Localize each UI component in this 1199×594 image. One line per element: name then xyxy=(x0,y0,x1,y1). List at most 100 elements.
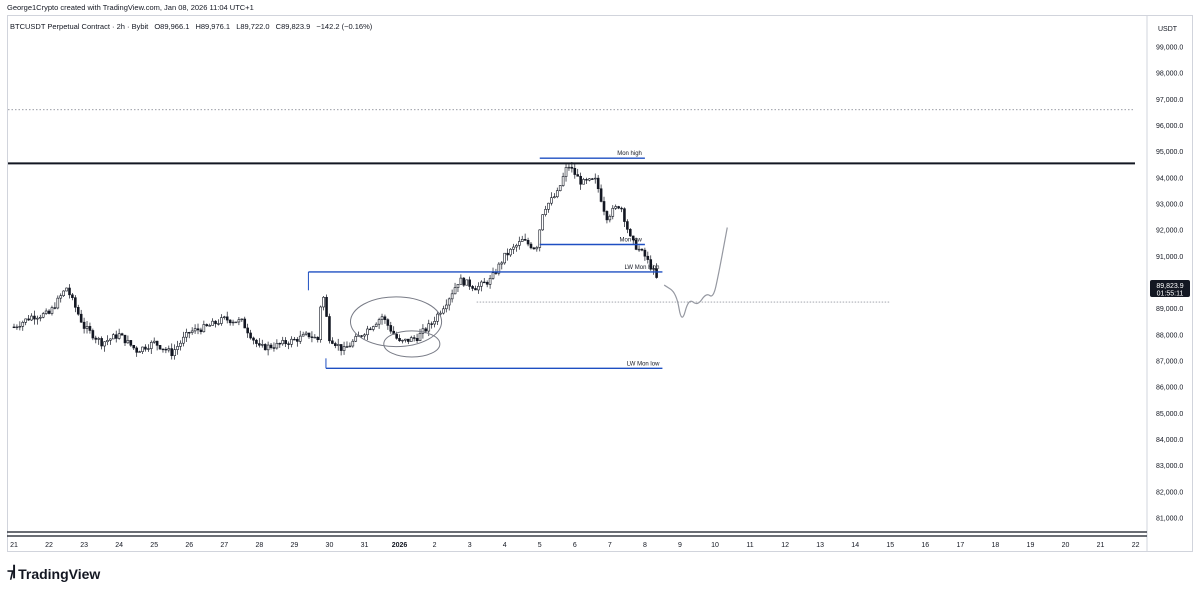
candle-body xyxy=(506,252,509,256)
candle-body xyxy=(535,247,539,250)
candle-body xyxy=(74,297,77,308)
candle-body xyxy=(485,282,489,285)
candle-body xyxy=(512,246,515,250)
candle-body xyxy=(488,278,492,285)
candle-body xyxy=(199,329,203,333)
candle-body xyxy=(351,340,355,347)
ohlc-high: H89,976.1 xyxy=(195,22,231,31)
candle-body xyxy=(558,185,562,191)
candle-body xyxy=(275,342,279,349)
price-tick-label: 89,000.0 xyxy=(1156,306,1183,313)
drawings xyxy=(349,227,728,358)
candle-body xyxy=(44,310,48,314)
candle-body xyxy=(620,207,623,210)
candle-body xyxy=(626,221,629,230)
price-axis-currency: USDT xyxy=(1158,26,1178,33)
price-tick-label: 93,000.0 xyxy=(1156,201,1183,208)
candle-body xyxy=(631,235,635,241)
candle-body xyxy=(564,167,568,177)
candle-body xyxy=(170,348,174,356)
candle-body xyxy=(459,277,463,285)
candle-body xyxy=(240,318,244,321)
candle-body xyxy=(450,293,454,300)
time-tick-label: 16 xyxy=(921,542,929,549)
price-tick-label: 85,000.0 xyxy=(1156,411,1183,418)
tradingview-logo[interactable]: ⁊ꟾ TradingView xyxy=(7,565,100,582)
time-tick-label: 30 xyxy=(326,542,334,549)
candle-body xyxy=(185,332,188,338)
time-tick-label: 17 xyxy=(956,542,964,549)
axes: USDT 81,000.0 82,000.0 83,000.0 84,000.0 85,0… xyxy=(7,15,1190,552)
candle-body xyxy=(138,351,141,353)
price-tick-label: 98,000.0 xyxy=(1156,71,1183,78)
candle-body xyxy=(38,316,42,319)
candle-body xyxy=(424,328,428,332)
candle-body xyxy=(158,345,162,350)
price-tick-label: 87,000.0 xyxy=(1156,358,1183,365)
candle-body xyxy=(56,297,60,309)
candle-body xyxy=(310,336,314,338)
candle-body xyxy=(33,315,36,320)
level-label: LW Mon low xyxy=(627,361,660,367)
candle-body xyxy=(85,326,89,329)
candle-body xyxy=(602,201,606,212)
chart-frame xyxy=(7,15,1193,552)
price-tick-label: 88,000.0 xyxy=(1156,332,1183,339)
candle-body xyxy=(453,287,457,295)
time-tick-label: 4 xyxy=(503,542,507,549)
time-tick-label: 2 xyxy=(433,542,437,549)
candle-body xyxy=(269,344,273,348)
candle-body xyxy=(243,318,247,329)
time-tick-label: 9 xyxy=(678,542,682,549)
candle-body xyxy=(447,298,451,306)
candle-body xyxy=(120,333,124,336)
candle-body xyxy=(117,333,121,339)
time-tick-label: 7 xyxy=(608,542,612,549)
candle-body xyxy=(471,286,474,289)
candle-body xyxy=(91,330,95,339)
candle-body xyxy=(468,279,471,287)
candle-body xyxy=(444,304,448,310)
candle-body xyxy=(605,211,609,221)
candle-body xyxy=(284,340,287,345)
candle-body xyxy=(155,340,159,346)
candle-body xyxy=(149,342,153,349)
candle-body xyxy=(202,324,206,333)
candle-body xyxy=(374,323,378,327)
candle-body xyxy=(266,344,270,351)
candle-body xyxy=(21,322,25,327)
candle-body xyxy=(293,338,296,341)
candle-body xyxy=(147,348,150,350)
candle-body xyxy=(596,177,600,190)
candle-body xyxy=(494,272,498,274)
candle-body xyxy=(523,239,527,241)
candle-body xyxy=(263,344,267,351)
time-tick-label: 27 xyxy=(220,542,228,549)
price-tick-label: 82,000.0 xyxy=(1156,489,1183,496)
candle-body xyxy=(190,330,194,333)
candle-body xyxy=(71,294,74,298)
candle-body xyxy=(617,206,620,209)
candle-body xyxy=(544,209,547,215)
candle-body xyxy=(515,245,518,248)
symbol-name[interactable]: BTCUSDT Perpetual Contract · 2h · Bybit xyxy=(10,22,149,31)
candle-body xyxy=(436,313,439,322)
candle-body xyxy=(363,334,366,337)
candle-body xyxy=(126,340,130,344)
candle-body xyxy=(30,315,33,321)
candle-body xyxy=(47,310,51,314)
candle-body xyxy=(433,321,436,325)
candle-body xyxy=(59,295,63,299)
candle-body xyxy=(655,268,658,278)
time-tick-label: 26 xyxy=(185,542,193,549)
price-tick-label: 81,000.0 xyxy=(1156,515,1183,522)
candle-body xyxy=(260,344,264,346)
candle-body xyxy=(652,268,655,270)
candle-body xyxy=(79,313,83,323)
time-tick-label: 6 xyxy=(573,542,577,549)
candle-body xyxy=(41,313,45,318)
candle-body xyxy=(211,320,214,326)
candle-body xyxy=(509,248,512,256)
candle-body xyxy=(547,202,550,210)
